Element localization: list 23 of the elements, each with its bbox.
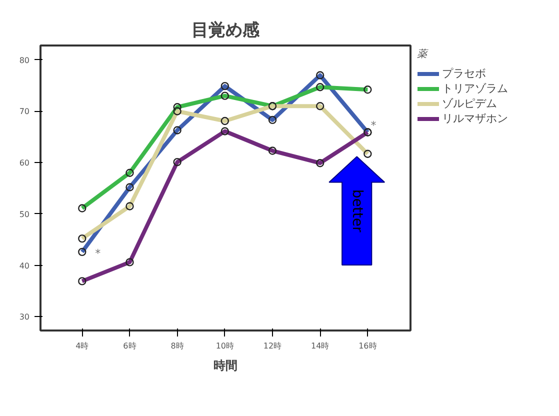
legend-label: ゾルピデム (442, 96, 497, 111)
y-tick-label: 80 (19, 56, 30, 65)
x-tick-label: 6時 (123, 342, 136, 350)
y-tick-label: 50 (19, 210, 30, 219)
legend-label: トリアゾラム (442, 81, 508, 96)
chart-title: 目覚め感 (192, 20, 260, 40)
legend-title: 薬 (417, 48, 430, 61)
legend-label: リルマザホン (442, 111, 508, 126)
y-tick-label: 60 (19, 158, 30, 168)
x-tick-label: 14時 (310, 342, 330, 350)
y-tick-label: 40 (19, 261, 30, 270)
annotation: better (348, 189, 365, 232)
y-tick-label: 30 (19, 312, 30, 322)
annotation: * (95, 247, 102, 260)
x-tick-label: 10時 (216, 342, 234, 350)
x-axis-title: 時間 (214, 358, 238, 372)
x-tick-label: 12時 (263, 342, 282, 350)
legend-label: プラセボ (442, 66, 486, 81)
x-tick-label: 8時 (170, 342, 184, 350)
annotation: * (370, 118, 377, 132)
x-tick-label: 4時 (76, 342, 89, 350)
x-tick-label: 16時 (358, 342, 377, 350)
y-tick-label: 70 (19, 107, 30, 116)
